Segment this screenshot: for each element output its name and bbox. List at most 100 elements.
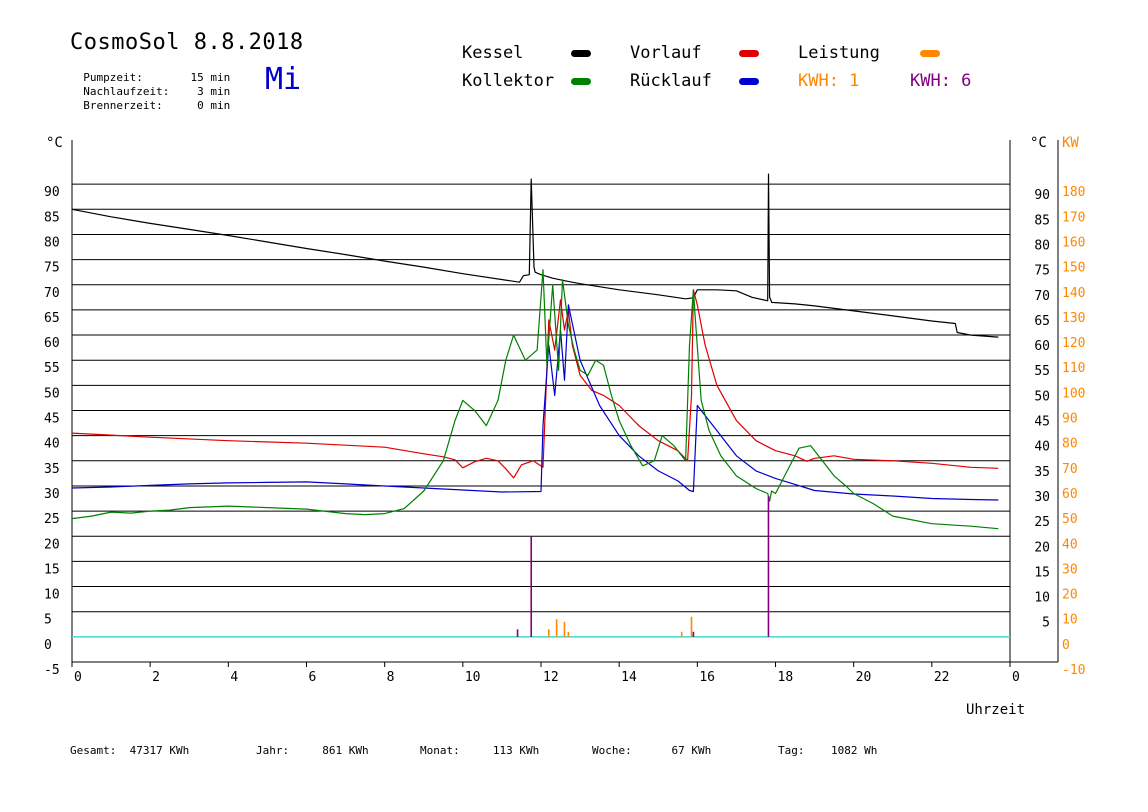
footer-value: 67 KWh	[671, 744, 712, 757]
kw-tick-label: 30	[1062, 562, 1078, 577]
chart-title: CosmoSol 8.8.2018	[70, 30, 304, 55]
y-tick-label-right: 35	[1034, 465, 1050, 480]
kw-tick-label: 130	[1062, 311, 1085, 326]
y-tick-label: 65	[44, 311, 60, 326]
legend-label-vorlauf: Vorlauf	[630, 43, 702, 63]
series-line-vorlauf	[71, 289, 999, 479]
kw-tick-label: 0	[1062, 638, 1070, 653]
y-tick-label-right: 80	[1034, 238, 1050, 253]
y-tick-label-right: 70	[1034, 289, 1050, 304]
kw-tick-label: 60	[1062, 487, 1078, 502]
y-tick-label: 25	[44, 512, 60, 527]
x-axis-label: Uhrzeit	[966, 702, 1026, 718]
footer-label: Woche:	[592, 744, 632, 757]
x-tick-label: 6	[309, 670, 317, 685]
x-tick-label: 2	[152, 670, 160, 685]
kw-tick-label: 40	[1062, 537, 1078, 552]
kw-tick-label: 10	[1062, 613, 1078, 628]
y-tick-label: 55	[44, 361, 60, 376]
y-tick-label: 50	[44, 386, 60, 401]
y-tick-label-right: 85	[1034, 213, 1050, 228]
y-tick-label: 10	[44, 588, 60, 603]
kw-tick-label: 110	[1062, 361, 1085, 376]
y-tick-label-right: 30	[1034, 490, 1050, 505]
footer-total: Gesamt: 47317 KWh	[70, 744, 189, 757]
x-tick-label: 10	[465, 670, 481, 685]
footer-value: 113 KWh	[492, 744, 540, 757]
info-label: Nachlaufzeit:	[83, 85, 170, 98]
kw-tick-label: 180	[1062, 185, 1085, 200]
footer-label: Jahr:	[256, 744, 290, 757]
info-row: Brennerzeit: 0 min	[70, 86, 230, 112]
x-tick-label: 8	[387, 670, 395, 685]
y-tick-label: 80	[44, 235, 60, 250]
legend-swatch-kessel	[571, 50, 591, 57]
legend-label-kessel: Kessel	[462, 43, 524, 63]
series-line-ruecklauf	[71, 304, 999, 501]
y-tick-label-right: 15	[1034, 565, 1050, 580]
y-tick-label-right: 75	[1034, 264, 1050, 279]
y-tick-label: 5	[44, 613, 52, 628]
kw-tick-label: -10	[1062, 663, 1085, 678]
kw-tick-label: 20	[1062, 588, 1078, 603]
footer-label: Tag:	[778, 744, 805, 757]
y-tick-label-right: 60	[1034, 339, 1050, 354]
kw-tick-label: 100	[1062, 386, 1085, 401]
temperature-chart: 0 2 4 6 8 10 12 14 16 18 20 22 0-5051015202530354045…	[44, 135, 1085, 685]
info-value: 3 min	[197, 85, 231, 98]
y-tick-label-right: 5	[1042, 616, 1050, 631]
legend-swatch-kollektor	[571, 78, 591, 85]
kw-tick-label: 80	[1062, 437, 1078, 452]
y-tick-label: 20	[44, 537, 60, 552]
y-axis-label-right-kw: KW	[1062, 135, 1079, 151]
legend-kwh-6: KWH: 6	[910, 71, 972, 91]
weekday-label: Mi	[265, 62, 302, 97]
info-value: 0 min	[197, 99, 231, 112]
y-tick-label-right: 65	[1034, 314, 1050, 329]
kw-tick-label: 160	[1062, 235, 1085, 250]
y-tick-label-right: 25	[1034, 515, 1050, 530]
y-tick-label: 75	[44, 261, 60, 276]
info-label: Pumpzeit:	[83, 71, 143, 84]
footer-label: Gesamt:	[70, 744, 117, 757]
info-row: Nachlaufzeit: 3 min	[70, 72, 230, 98]
y-tick-label-right: 45	[1034, 415, 1050, 430]
kw-tick-label: 50	[1062, 512, 1078, 527]
x-tick-label: 22	[934, 670, 950, 685]
kw-tick-label: 90	[1062, 412, 1078, 427]
legend-kwh-1: KWH: 1	[798, 71, 860, 91]
y-tick-label-right: 10	[1034, 591, 1050, 606]
legend-swatch-vorlauf	[739, 50, 759, 57]
legend-swatch-ruecklauf	[739, 78, 759, 85]
x-tick-label: 14	[621, 670, 637, 685]
y-tick-label-right: 50	[1034, 389, 1050, 404]
kw-tick-label: 170	[1062, 210, 1085, 225]
y-tick-label: 85	[44, 210, 60, 225]
y-tick-label-right: 55	[1034, 364, 1050, 379]
y-tick-label-right: 20	[1034, 540, 1050, 555]
legend-label-kollektor: Kollektor	[462, 71, 555, 91]
kw-tick-label: 70	[1062, 462, 1078, 477]
legend-label-ruecklauf: Rücklauf	[630, 71, 712, 91]
kw-tick-label: 150	[1062, 261, 1085, 276]
y-tick-label: 15	[44, 562, 60, 577]
y-tick-label: 90	[44, 185, 60, 200]
y-tick-label: 35	[44, 462, 60, 477]
grid	[71, 140, 1059, 663]
footer-label: Monat:	[420, 744, 460, 757]
y-tick-label: 0	[44, 638, 52, 653]
y-tick-label: 45	[44, 412, 60, 427]
x-tick-label: 4	[230, 670, 238, 685]
x-tick-label: 0	[1012, 670, 1020, 685]
y-tick-label: -5	[44, 663, 60, 678]
axis-ticks: 0 2 4 6 8 10 12 14 16 18 20 22 0-5051015202530354045…	[44, 185, 1085, 685]
footer-value: 47317 KWh	[129, 744, 190, 757]
series-line-kessel	[71, 173, 999, 338]
info-value: 15 min	[190, 71, 231, 84]
series-line-kollektor	[71, 269, 999, 530]
kw-tick-label: 140	[1062, 286, 1085, 301]
footer-value: 1082 Wh	[831, 744, 878, 757]
series-lines	[71, 173, 1010, 638]
footer-day: Tag: 1082 Wh	[778, 744, 877, 757]
y-tick-label: 60	[44, 336, 60, 351]
